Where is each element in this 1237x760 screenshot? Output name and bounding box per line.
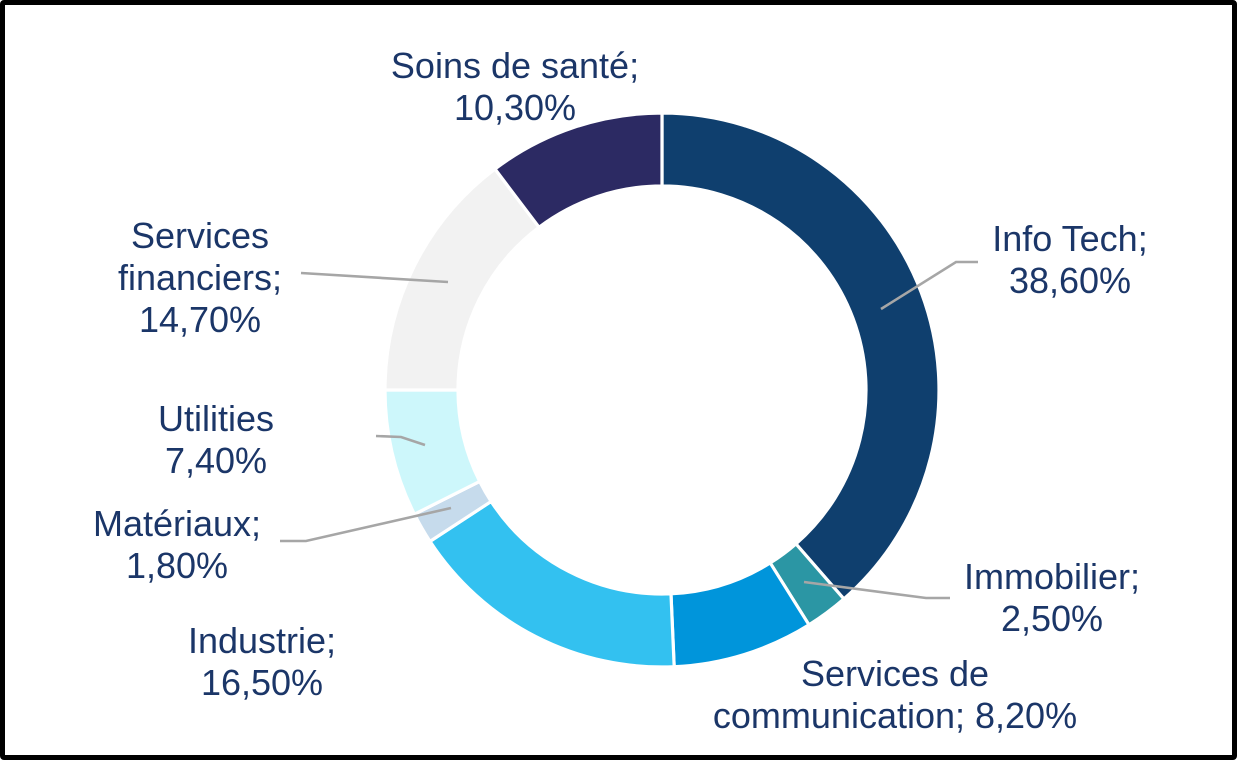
label-line: Immobilier; [963,556,1141,597]
slice-soins-de-sante [493,111,664,229]
label-services-financiers: Services financiers; 14,70% [45,215,355,341]
label-line: 1,80% [125,545,229,586]
leader-line-info-tech [880,260,978,311]
leader-line-materiaux [280,506,452,543]
label-line: 38,60% [1008,260,1132,301]
donut-chart [280,111,978,669]
label-line: Matériaux; [92,503,262,544]
label-info-tech: Info Tech; 38,60% [945,218,1195,302]
label-line: Info Tech; [992,218,1148,259]
leader-line-services-financiers [300,271,449,284]
slice-industrie [428,499,676,669]
label-line: 14,70% [138,299,262,340]
label-industrie: Industrie; 16,50% [112,620,412,704]
label-line: Soins de santé; [390,45,640,86]
label-utilities: Utilities 7,40% [61,398,371,482]
label-immobilier: Immobilier; 2,50% [927,556,1177,640]
label-line: 10,30% [453,87,577,128]
label-services-de-communication: Services de communication; 8,20% [680,653,1110,737]
label-soins-de-sante: Soins de santé; 10,30% [350,45,680,129]
label-line: communication; 8,20% [712,695,1078,736]
label-line: 2,50% [1000,598,1104,639]
slice-info-tech [660,111,941,601]
leader-line-utilities [375,434,426,447]
label-line: Services de [800,653,990,694]
label-line: 7,40% [164,440,268,481]
label-line: Utilities [157,398,274,439]
label-line: financiers; [117,257,283,298]
label-line: 16,50% [200,662,324,703]
label-materiaux: Matériaux; 1,80% [22,503,332,587]
donut-chart-area: Soins de santé; 10,30% Info Tech; 38,60%… [5,5,1232,755]
leader-line-immobilier [803,580,950,600]
label-line: Industrie; [187,620,337,661]
label-line: Services [130,215,270,256]
